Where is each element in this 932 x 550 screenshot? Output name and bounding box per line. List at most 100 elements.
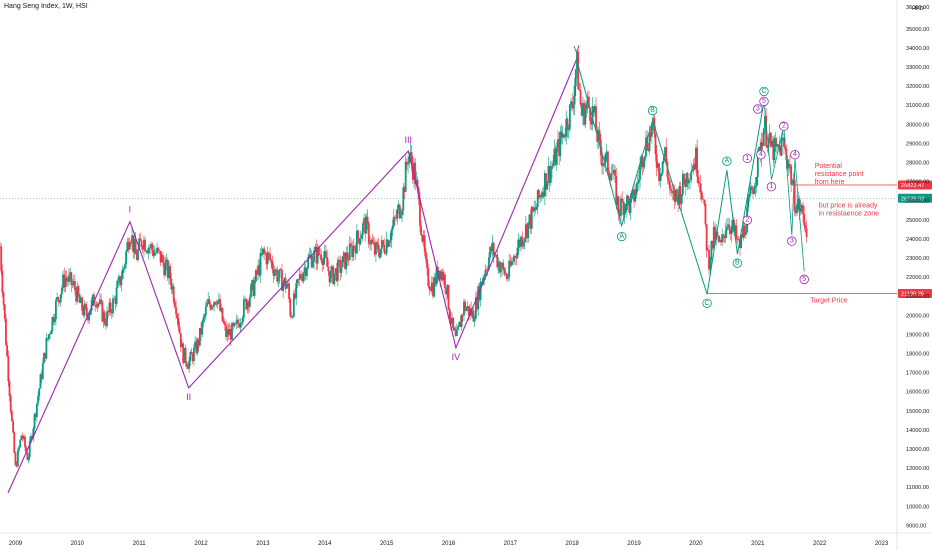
candle-body — [294, 293, 296, 299]
candle-body — [370, 239, 373, 245]
candle-body — [473, 318, 476, 322]
candle-body — [95, 305, 98, 307]
candle-body — [369, 243, 371, 245]
candle-body — [213, 301, 216, 307]
subwave-up-3: 3 — [756, 105, 760, 112]
subwave-up-3-circle — [753, 104, 763, 114]
candle-body — [302, 273, 305, 282]
candle-body — [665, 147, 668, 163]
candle-body — [253, 281, 256, 296]
candle-body — [173, 301, 176, 308]
candle-body — [188, 360, 191, 369]
candle-body — [18, 446, 20, 451]
candle-body — [70, 272, 73, 285]
candle-body — [640, 156, 643, 166]
subwave-down-5-circle — [799, 274, 809, 285]
candle-body — [127, 241, 130, 250]
candle-body — [245, 299, 248, 310]
candle-body — [72, 281, 75, 284]
candle-body — [633, 189, 635, 202]
candle-body — [503, 267, 506, 275]
candle-body — [548, 166, 551, 183]
subwave-up-1: 1 — [745, 155, 749, 162]
candle-body — [222, 320, 225, 324]
candle-body — [219, 299, 221, 311]
candle-body — [193, 347, 195, 362]
candle-body — [82, 310, 85, 316]
candle-body — [774, 138, 777, 147]
wave-label-C2: C — [761, 88, 766, 95]
candle-body — [789, 164, 791, 166]
candle-body — [360, 235, 363, 239]
price-axis[interactable]: 9000.00 10000.00 11000.00 12000.00 13000.00 1… — [896, 0, 929, 550]
candle-body — [107, 311, 110, 313]
candle-body — [440, 271, 443, 280]
candle-body — [14, 452, 17, 465]
time-axis[interactable]: 2009 2010 2011 2012 2013 2014 2015 2016 2017 2018… — [0, 532, 932, 547]
candle-body — [278, 269, 281, 278]
candle-body — [672, 191, 675, 194]
candle-body — [492, 242, 495, 256]
x-tick-label: 2015 — [380, 541, 394, 547]
candle-body — [132, 235, 135, 253]
candle-body — [636, 182, 639, 184]
candle-body — [780, 138, 783, 156]
candle-body — [254, 270, 257, 282]
candle-body — [266, 252, 269, 265]
candle-body — [740, 234, 743, 248]
candle-body — [783, 137, 785, 147]
candle-body — [289, 298, 292, 317]
candle-body — [477, 286, 480, 310]
candle-body — [319, 254, 321, 256]
candle-body — [610, 173, 613, 181]
candle-body — [749, 186, 752, 195]
candle-body — [150, 244, 152, 248]
candle-body — [413, 162, 415, 180]
candle-body — [447, 284, 450, 310]
candle-body — [708, 249, 710, 270]
candle-body — [259, 253, 262, 276]
candle-body — [611, 172, 614, 174]
candle-body — [166, 259, 169, 278]
candle-body — [705, 224, 708, 251]
candle-body — [220, 307, 223, 311]
candle-body — [628, 200, 631, 213]
level-lines: 26822.47 26126.93 21139.26 — [0, 180, 932, 299]
candle-body — [256, 270, 258, 275]
candle-body — [547, 166, 550, 183]
candle-body — [41, 363, 44, 379]
candle-body — [394, 216, 396, 218]
candle-body — [10, 411, 13, 421]
candle-body — [702, 199, 704, 200]
candle-body — [125, 251, 128, 265]
candle-body — [739, 239, 741, 248]
candle-body — [491, 242, 494, 252]
subwave-down-4: 4 — [793, 151, 797, 158]
candles — [0, 45, 808, 468]
candle-body — [392, 216, 395, 226]
candle-body — [91, 294, 94, 301]
candle-body — [712, 226, 715, 249]
candle-body — [601, 155, 603, 167]
candle-body — [90, 300, 93, 311]
candle-body — [565, 118, 568, 137]
x-tick-label: 2010 — [71, 541, 85, 547]
candle-body — [771, 140, 773, 147]
candle-body — [108, 302, 111, 313]
candle-body — [148, 247, 151, 249]
candle-body — [134, 239, 137, 255]
candle-body — [94, 305, 97, 306]
candle-body — [584, 109, 587, 125]
candle-body — [297, 279, 300, 280]
candle-body — [772, 140, 775, 161]
y-tick-label: 10000.00 — [906, 504, 929, 510]
candle-body — [433, 277, 436, 297]
candle-body — [577, 51, 580, 90]
candle-body — [145, 251, 148, 252]
note-resistance: Potential — [815, 163, 843, 170]
candle-body — [375, 242, 377, 255]
candle-body — [722, 234, 725, 237]
candle-body — [178, 327, 181, 334]
